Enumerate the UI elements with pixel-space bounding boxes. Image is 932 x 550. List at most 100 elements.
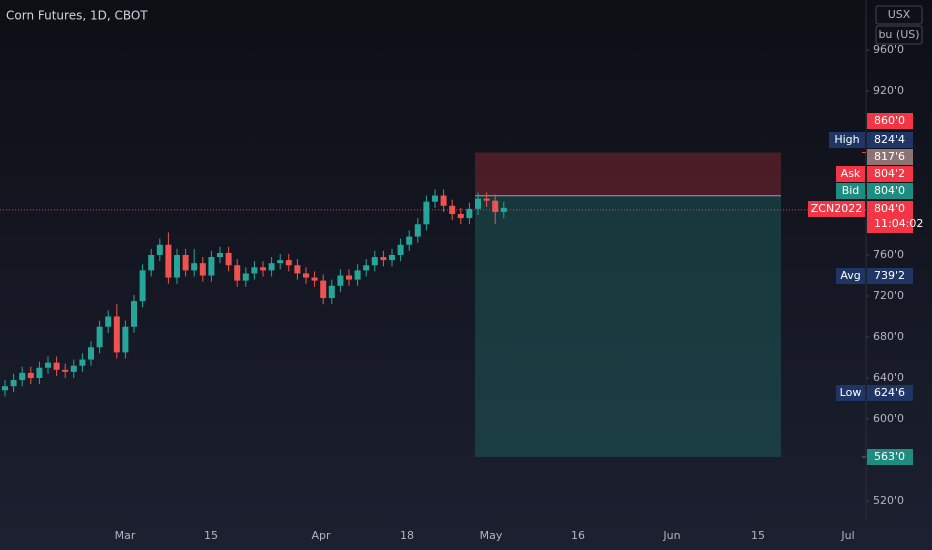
button-label[interactable]: USX — [888, 8, 911, 21]
candle-body — [191, 263, 198, 271]
candle-body — [122, 326, 129, 353]
candle-body — [423, 201, 430, 225]
x-tick-label: 15 — [751, 529, 765, 542]
candle-body — [105, 316, 112, 327]
x-tick-label: Jul — [840, 529, 854, 542]
candle-body — [432, 195, 438, 202]
candle-body — [277, 260, 284, 264]
tag-box — [867, 268, 913, 284]
candle-body — [225, 252, 232, 266]
tag-name-box — [836, 166, 865, 182]
candle-body — [96, 326, 103, 348]
y-tick-label: 760'0 — [873, 248, 904, 261]
candle-body — [36, 367, 43, 378]
tag-label: 739'2 — [874, 269, 905, 282]
candle-body — [234, 265, 241, 281]
candle-body — [182, 255, 189, 271]
candle-body — [53, 362, 60, 370]
candle-body — [113, 316, 120, 353]
candle-body — [79, 359, 86, 366]
candle-body — [500, 207, 507, 212]
tag-label: 824'4 — [874, 133, 905, 146]
tag-name-box — [836, 268, 865, 284]
candle-body — [268, 263, 275, 271]
x-tick-label: Jun — [662, 529, 680, 542]
candle-body — [10, 380, 17, 387]
button[interactable] — [875, 25, 923, 45]
candle-body — [320, 280, 327, 299]
chart-title: Corn Futures, 1D, CBOT — [6, 9, 148, 23]
candle-body — [27, 372, 34, 378]
tag-box — [867, 166, 913, 182]
tag-box — [867, 113, 913, 129]
button-label[interactable]: bu (US) — [878, 28, 919, 41]
tag-name: Low — [840, 386, 862, 399]
y-tick-label: 920'0 — [873, 84, 904, 97]
tag-name: Avg — [840, 269, 860, 282]
candle-body — [242, 273, 249, 281]
candle-body — [131, 301, 137, 327]
candle-body — [199, 263, 206, 276]
candle-body — [466, 208, 473, 219]
tag-name: Bid — [842, 184, 860, 197]
candle-body — [371, 257, 378, 266]
candle-body — [260, 267, 266, 271]
tag-label: 804'0 — [874, 202, 905, 215]
x-tick-label: 18 — [400, 529, 414, 542]
x-tick-label: May — [480, 529, 503, 542]
y-tick-label: 600'0 — [873, 412, 904, 425]
candle-body — [62, 369, 69, 372]
candle-body — [88, 347, 94, 360]
candle-body — [354, 270, 361, 280]
tag-countdown: 11:04:02 — [874, 217, 923, 230]
tag-label: 804'2 — [874, 167, 905, 180]
x-tick-label: Apr — [311, 529, 331, 542]
tag-box — [867, 149, 913, 165]
tag-name: ZCN2022 — [811, 202, 862, 215]
tag-name: High — [834, 133, 859, 146]
stop-zone — [475, 152, 781, 196]
candle-body — [406, 236, 413, 245]
button[interactable] — [875, 5, 923, 25]
tag-box — [867, 132, 913, 148]
tag-box — [867, 201, 913, 233]
candle-body — [285, 260, 292, 266]
candle-body — [389, 255, 395, 261]
y-tick-label: 520'0 — [873, 494, 904, 507]
target-zone — [475, 195, 781, 457]
tag-label: 563'0 — [874, 450, 905, 463]
candle-body — [449, 205, 456, 214]
candle-body — [165, 244, 172, 278]
candle-body — [148, 255, 155, 271]
tag-name-box — [808, 201, 865, 217]
candle-body — [303, 273, 309, 278]
candle-body — [397, 244, 404, 255]
candle-body — [174, 255, 180, 278]
candle-body — [380, 257, 387, 261]
tag-label: 804'0 — [874, 184, 905, 197]
candle-body — [440, 195, 447, 206]
tag-label: 860'0 — [874, 114, 905, 127]
x-tick-label: 15 — [204, 529, 218, 542]
candle-body — [208, 257, 215, 276]
tag-box — [867, 385, 913, 401]
candle-body — [156, 244, 163, 255]
candle-body — [475, 198, 481, 209]
tag-name-box — [829, 132, 865, 148]
tag-name: Ask — [841, 167, 861, 180]
y-tick-label: 640'0 — [873, 371, 904, 384]
candle-body — [457, 214, 464, 219]
y-tick-label: 960'0 — [873, 43, 904, 56]
candle-body — [45, 362, 51, 368]
candle-body — [311, 277, 318, 281]
tag-label: 817'6 — [874, 150, 905, 163]
candle-body — [139, 270, 146, 302]
candle-body — [483, 198, 490, 201]
tag-name-box — [836, 385, 865, 401]
x-tick-label: Mar — [115, 529, 136, 542]
x-tick-label: 16 — [571, 529, 585, 542]
tag-name-box — [836, 183, 865, 199]
candle-body — [2, 386, 8, 391]
